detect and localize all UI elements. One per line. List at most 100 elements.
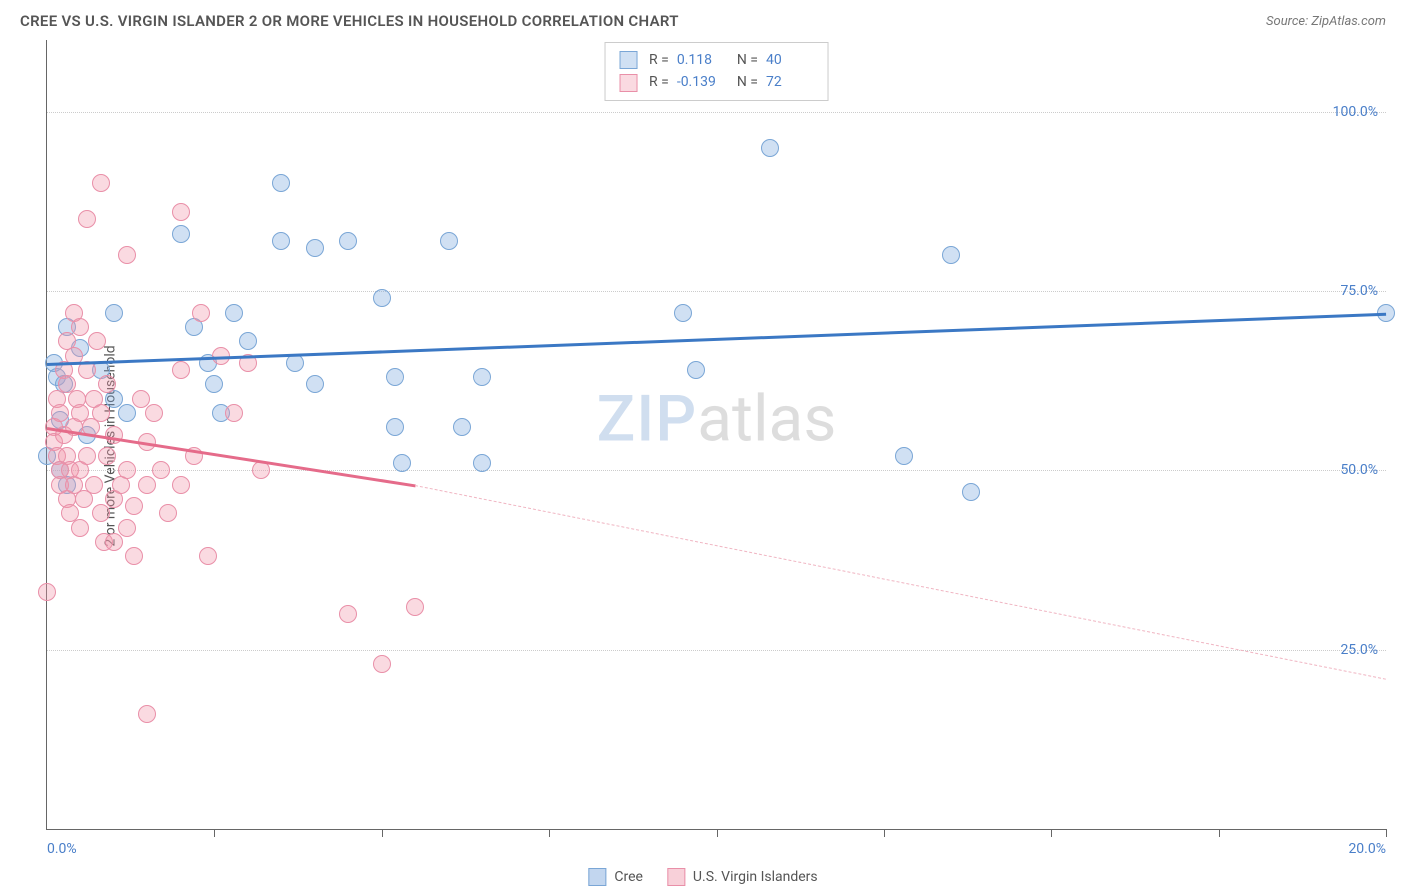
data-point [118,246,136,264]
data-point [252,461,270,479]
data-point [942,246,960,264]
data-point [306,375,324,393]
data-point [105,304,123,322]
data-point [71,519,89,537]
data-point [92,504,110,522]
data-point [145,404,163,422]
legend-r-label: R = [649,71,669,93]
data-point [473,368,491,386]
gridline [47,112,1386,113]
chart-header: CREE VS U.S. VIRGIN ISLANDER 2 OR MORE V… [0,0,1406,40]
data-point [92,404,110,422]
x-tick-label: 0.0% [47,841,77,857]
data-point [105,533,123,551]
data-point [386,368,404,386]
data-point [286,354,304,372]
legend-swatch [667,868,685,886]
chart-title: CREE VS U.S. VIRGIN ISLANDER 2 OR MORE V… [20,12,679,30]
watermark: ZIPatlas [597,381,837,456]
y-tick-label: 50.0% [1340,462,1378,478]
legend-label: U.S. Virgin Islanders [693,869,818,885]
legend-swatch [619,51,637,69]
legend-item: U.S. Virgin Islanders [667,868,818,886]
data-point [386,418,404,436]
data-point [118,461,136,479]
data-point [78,210,96,228]
legend-r-value: 0.118 [677,49,725,71]
legend-stat-row: R =0.118N =40 [619,49,814,71]
data-point [51,404,69,422]
data-point [71,318,89,336]
data-point [118,519,136,537]
legend-r-label: R = [649,49,669,71]
x-tick [549,829,550,837]
x-tick [1386,829,1387,837]
legend-n-value: 40 [766,49,814,71]
legend-item: Cree [588,868,643,886]
data-point [406,598,424,616]
data-point [92,174,110,192]
x-tick-label: 20.0% [1348,841,1386,857]
data-point [440,232,458,250]
data-point [473,454,491,472]
x-tick [214,829,215,837]
y-tick-label: 100.0% [1333,104,1378,120]
correlation-legend: R = 0.118 N = 40R = -0.139 N = 72 [604,42,829,101]
data-point [132,390,150,408]
legend-stat-row: R = -0.139 N = 72 [619,71,814,93]
data-point [172,225,190,243]
x-tick [382,829,383,837]
data-point [962,483,980,501]
data-point [38,583,56,601]
gridline [47,650,1386,651]
data-point [85,476,103,494]
watermark-right: atlas [697,381,836,456]
x-tick [884,829,885,837]
data-point [98,375,116,393]
data-point [674,304,692,322]
data-point [339,232,357,250]
data-point [125,547,143,565]
data-point [78,447,96,465]
data-point [199,547,217,565]
data-point [205,375,223,393]
series-legend: Cree U.S. Virgin Islanders [588,868,817,886]
chart-source: Source: ZipAtlas.com [1266,14,1386,29]
y-tick-label: 25.0% [1340,642,1378,658]
data-point [172,361,190,379]
data-point [225,404,243,422]
data-point [373,655,391,673]
data-point [306,239,324,257]
data-point [453,418,471,436]
data-point [895,447,913,465]
x-tick [1219,829,1220,837]
data-point [172,203,190,221]
data-point [272,232,290,250]
scatter-chart: ZIPatlas R = 0.118 N = 40R = -0.139 N = 72 25.… [46,40,1386,830]
data-point [687,361,705,379]
legend-r-value: -0.139 [677,71,725,93]
x-tick [717,829,718,837]
data-point [373,289,391,307]
data-point [393,454,411,472]
legend-n-value: 72 [766,71,814,93]
data-point [138,705,156,723]
data-point [159,504,177,522]
legend-n-label: N = [737,71,758,93]
data-point [225,304,243,322]
data-point [152,461,170,479]
legend-swatch [619,74,637,92]
data-point [125,497,143,515]
data-point [239,332,257,350]
data-point [272,174,290,192]
data-point [172,476,190,494]
gridline [47,291,1386,292]
data-point [118,404,136,422]
watermark-left: ZIP [597,381,698,456]
data-point [761,139,779,157]
x-tick [1051,829,1052,837]
data-point [138,476,156,494]
data-point [88,332,106,350]
data-point [192,304,210,322]
data-point [339,605,357,623]
